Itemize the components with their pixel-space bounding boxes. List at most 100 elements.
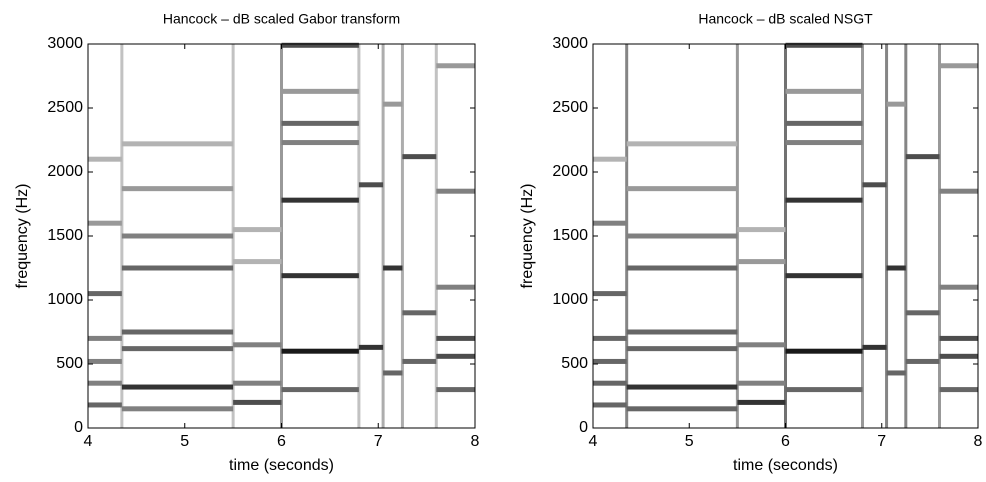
partial (383, 265, 403, 271)
partial (593, 335, 627, 341)
partial (436, 387, 475, 393)
y-tick-label: 2000 (47, 163, 83, 180)
partial (233, 259, 282, 265)
partial (281, 273, 359, 279)
x-tick-label: 4 (84, 433, 93, 450)
onset (280, 44, 283, 428)
partial (785, 387, 863, 393)
x-tick-label: 4 (589, 433, 598, 450)
y-tick-label: 1000 (47, 291, 83, 308)
partial (939, 284, 978, 290)
partial (88, 220, 122, 226)
partial (626, 346, 738, 352)
partial (121, 384, 234, 390)
x-axis-label: time (seconds) (229, 457, 334, 474)
y-tick-label: 0 (74, 419, 83, 436)
partial (737, 259, 786, 265)
partial (281, 197, 359, 203)
partial (358, 182, 384, 188)
partial (939, 188, 978, 194)
partial (233, 380, 282, 386)
partial (281, 88, 359, 94)
partial (939, 335, 978, 341)
partial (358, 344, 384, 350)
partial (886, 370, 906, 376)
partial (862, 344, 887, 350)
partial (436, 353, 475, 359)
x-tick-label: 6 (277, 433, 286, 450)
onset (381, 44, 385, 428)
y-tick-label: 500 (56, 355, 83, 372)
x-tick-label: 5 (180, 433, 189, 450)
x-tick-label: 6 (781, 433, 790, 450)
partial (886, 101, 906, 107)
partial (121, 233, 234, 239)
partial (593, 291, 627, 297)
partial (233, 227, 282, 233)
partial (737, 399, 786, 405)
partial (88, 380, 122, 386)
partial (939, 63, 978, 69)
partial (281, 120, 359, 126)
partial (88, 402, 122, 408)
onset (357, 44, 361, 428)
partial (436, 63, 475, 69)
partial (626, 265, 738, 271)
partial (593, 220, 627, 226)
y-tick-label: 0 (579, 419, 588, 436)
partial (402, 358, 437, 364)
partial (785, 120, 863, 126)
partial (402, 310, 437, 316)
y-tick-label: 500 (561, 355, 588, 372)
partial (383, 370, 403, 376)
y-tick-label: 1500 (552, 227, 588, 244)
partial (737, 342, 786, 348)
partial (785, 140, 863, 146)
onset (938, 44, 941, 428)
partial (939, 387, 978, 393)
partial (626, 233, 738, 239)
partial (905, 310, 940, 316)
partial (121, 141, 234, 147)
partial (737, 227, 786, 233)
partial (626, 141, 738, 147)
partial (88, 335, 122, 341)
partial (886, 265, 906, 271)
partial (383, 101, 403, 107)
partial (88, 358, 122, 364)
partial (233, 399, 282, 405)
y-tick-label: 2500 (552, 99, 588, 116)
partial (785, 88, 863, 94)
onset (861, 44, 864, 428)
x-tick-label: 5 (685, 433, 694, 450)
y-tick-label: 2000 (552, 163, 588, 180)
partial (436, 284, 475, 290)
onset (784, 44, 787, 428)
partial (593, 380, 627, 386)
x-axis-label: time (seconds) (733, 457, 838, 474)
partial (88, 156, 122, 162)
onset (434, 44, 438, 428)
partial (281, 348, 359, 354)
partial (862, 182, 887, 188)
partial (785, 197, 863, 203)
chart-title: Hancock – dB scaled NSGT (698, 11, 873, 27)
partial (737, 380, 786, 386)
chart-title: Hancock – dB scaled Gabor transform (163, 11, 400, 27)
y-tick-label: 2500 (47, 99, 83, 116)
partial (905, 358, 940, 364)
partial (785, 273, 863, 279)
y-tick-label: 1000 (552, 291, 588, 308)
x-tick-label: 8 (974, 433, 983, 450)
partial (281, 140, 359, 146)
partial (626, 186, 738, 192)
partial (785, 348, 863, 354)
partial (593, 358, 627, 364)
partial (593, 402, 627, 408)
y-axis-label: frequency (Hz) (14, 184, 31, 289)
onset (400, 44, 404, 428)
partial (233, 342, 282, 348)
y-tick-label: 3000 (552, 35, 588, 52)
partial (593, 156, 627, 162)
